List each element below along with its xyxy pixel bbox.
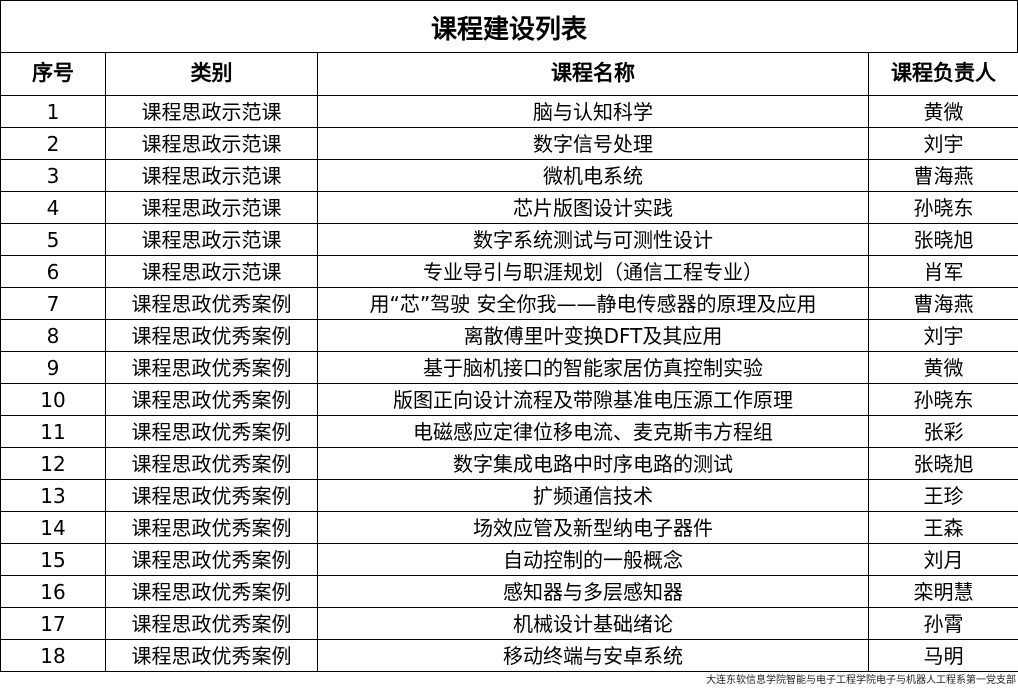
cell-category: 课程思政示范课 <box>105 127 318 160</box>
cell-index: 13 <box>0 479 106 512</box>
cell-category: 课程思政优秀案例 <box>105 287 318 320</box>
cell-index: 6 <box>0 255 106 288</box>
cell-course-name: 数字系统测试与可测性设计 <box>317 223 869 256</box>
cell-category: 课程思政优秀案例 <box>105 447 318 480</box>
column-header-course-name: 课程名称 <box>317 52 869 96</box>
cell-course-name: 数字集成电路中时序电路的测试 <box>317 447 869 480</box>
cell-category: 课程思政示范课 <box>105 191 318 224</box>
cell-index: 12 <box>0 447 106 480</box>
cell-course-name: 微机电系统 <box>317 159 869 192</box>
table-row: 2 课程思政示范课 数字信号处理 刘宇 <box>0 127 1018 160</box>
cell-category: 课程思政优秀案例 <box>105 575 318 608</box>
cell-course-leader: 刘宇 <box>868 319 1018 352</box>
cell-course-leader: 王森 <box>868 511 1018 544</box>
cell-course-name: 用“芯”驾驶 安全你我——静电传感器的原理及应用 <box>317 287 869 320</box>
cell-course-name: 电磁感应定律位移电流、麦克斯韦方程组 <box>317 415 869 448</box>
column-header-category: 类别 <box>105 52 318 96</box>
cell-course-name: 机械设计基础绪论 <box>317 607 869 640</box>
cell-index: 11 <box>0 415 106 448</box>
cell-index: 17 <box>0 607 106 640</box>
cell-category: 课程思政示范课 <box>105 95 318 128</box>
cell-category: 课程思政示范课 <box>105 159 318 192</box>
cell-category: 课程思政示范课 <box>105 255 318 288</box>
cell-course-name: 扩频通信技术 <box>317 479 869 512</box>
cell-index: 14 <box>0 511 106 544</box>
cell-category: 课程思政优秀案例 <box>105 383 318 416</box>
cell-index: 3 <box>0 159 106 192</box>
cell-category: 课程思政优秀案例 <box>105 511 318 544</box>
cell-course-name: 场效应管及新型纳电子器件 <box>317 511 869 544</box>
cell-course-name: 离散傅里叶变换DFT及其应用 <box>317 319 869 352</box>
cell-category: 课程思政示范课 <box>105 223 318 256</box>
table-row: 17 课程思政优秀案例 机械设计基础绪论 孙霄 <box>0 607 1018 640</box>
cell-course-name: 自动控制的一般概念 <box>317 543 869 576</box>
table-row: 7 课程思政优秀案例 用“芯”驾驶 安全你我——静电传感器的原理及应用 曹海燕 <box>0 287 1018 320</box>
cell-index: 8 <box>0 319 106 352</box>
table-row: 16 课程思政优秀案例 感知器与多层感知器 栾明慧 <box>0 575 1018 608</box>
table-row: 11 课程思政优秀案例 电磁感应定律位移电流、麦克斯韦方程组 张彩 <box>0 415 1018 448</box>
cell-index: 15 <box>0 543 106 576</box>
table-row: 9 课程思政优秀案例 基于脑机接口的智能家居仿真控制实验 黄微 <box>0 351 1018 384</box>
cell-course-leader: 黄微 <box>868 351 1018 384</box>
cell-category: 课程思政优秀案例 <box>105 319 318 352</box>
cell-index: 5 <box>0 223 106 256</box>
watermark: 大连东软信息学院智能与电子工程学院电子与机器人工程系第一党支部 <box>706 675 1016 686</box>
table-row: 6 课程思政示范课 专业导引与职涯规划（通信工程专业） 肖军 <box>0 255 1018 288</box>
table-row: 3 课程思政示范课 微机电系统 曹海燕 <box>0 159 1018 192</box>
table-row: 10 课程思政优秀案例 版图正向设计流程及带隙基准电压源工作原理 孙晓东 <box>0 383 1018 416</box>
course-table: 序号 类别 课程名称 课程负责人 1 课程思政示范课 脑与认知科学 黄微 2 课程思政示范课 数字… <box>0 52 1018 672</box>
cell-index: 10 <box>0 383 106 416</box>
column-header-course-leader: 课程负责人 <box>868 52 1018 96</box>
cell-category: 课程思政优秀案例 <box>105 351 318 384</box>
cell-course-leader: 曹海燕 <box>868 287 1018 320</box>
cell-course-leader: 张彩 <box>868 415 1018 448</box>
cell-course-name: 数字信号处理 <box>317 127 869 160</box>
cell-course-leader: 张晓旭 <box>868 223 1018 256</box>
cell-course-name: 感知器与多层感知器 <box>317 575 869 608</box>
table-title: 课程建设列表 <box>0 0 1018 53</box>
cell-course-name: 专业导引与职涯规划（通信工程专业） <box>317 255 869 288</box>
cell-index: 16 <box>0 575 106 608</box>
cell-course-leader: 刘月 <box>868 543 1018 576</box>
cell-course-leader: 孙霄 <box>868 607 1018 640</box>
table-body: 1 课程思政示范课 脑与认知科学 黄微 2 课程思政示范课 数字信号处理 刘宇 3 课程思政示范课… <box>0 95 1018 672</box>
table-row: 8 课程思政优秀案例 离散傅里叶变换DFT及其应用 刘宇 <box>0 319 1018 352</box>
cell-index: 18 <box>0 639 106 672</box>
cell-category: 课程思政优秀案例 <box>105 639 318 672</box>
table-row: 15 课程思政优秀案例 自动控制的一般概念 刘月 <box>0 543 1018 576</box>
cell-course-leader: 马明 <box>868 639 1018 672</box>
table-row: 5 课程思政示范课 数字系统测试与可测性设计 张晓旭 <box>0 223 1018 256</box>
cell-course-leader: 孙晓东 <box>868 383 1018 416</box>
cell-index: 9 <box>0 351 106 384</box>
cell-category: 课程思政优秀案例 <box>105 479 318 512</box>
cell-course-leader: 曹海燕 <box>868 159 1018 192</box>
cell-course-name: 基于脑机接口的智能家居仿真控制实验 <box>317 351 869 384</box>
cell-index: 2 <box>0 127 106 160</box>
cell-category: 课程思政优秀案例 <box>105 607 318 640</box>
cell-course-name: 版图正向设计流程及带隙基准电压源工作原理 <box>317 383 869 416</box>
cell-course-leader: 肖军 <box>868 255 1018 288</box>
cell-course-leader: 黄微 <box>868 95 1018 128</box>
table-row: 4 课程思政示范课 芯片版图设计实践 孙晓东 <box>0 191 1018 224</box>
cell-course-leader: 王珍 <box>868 479 1018 512</box>
cell-index: 4 <box>0 191 106 224</box>
cell-course-leader: 栾明慧 <box>868 575 1018 608</box>
table-row: 18 课程思政优秀案例 移动终端与安卓系统 马明 <box>0 639 1018 672</box>
cell-course-leader: 刘宇 <box>868 127 1018 160</box>
cell-course-leader: 张晓旭 <box>868 447 1018 480</box>
cell-category: 课程思政优秀案例 <box>105 543 318 576</box>
cell-course-name: 移动终端与安卓系统 <box>317 639 869 672</box>
header-row: 序号 类别 课程名称 课程负责人 <box>0 52 1018 96</box>
column-header-index: 序号 <box>0 52 106 96</box>
table-row: 1 课程思政示范课 脑与认知科学 黄微 <box>0 95 1018 128</box>
table-row: 13 课程思政优秀案例 扩频通信技术 王珍 <box>0 479 1018 512</box>
table-row: 12 课程思政优秀案例 数字集成电路中时序电路的测试 张晓旭 <box>0 447 1018 480</box>
cell-index: 1 <box>0 95 106 128</box>
cell-course-name: 脑与认知科学 <box>317 95 869 128</box>
cell-course-leader: 孙晓东 <box>868 191 1018 224</box>
table-row: 14 课程思政优秀案例 场效应管及新型纳电子器件 王森 <box>0 511 1018 544</box>
cell-course-name: 芯片版图设计实践 <box>317 191 869 224</box>
cell-category: 课程思政优秀案例 <box>105 415 318 448</box>
cell-index: 7 <box>0 287 106 320</box>
